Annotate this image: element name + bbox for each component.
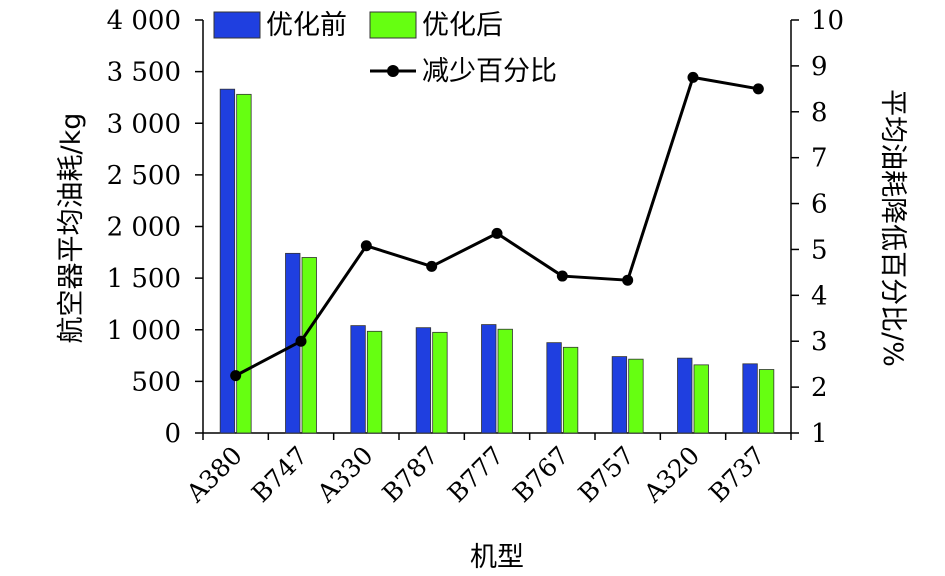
x-tick-label: B757 [573, 441, 640, 508]
y-axis-label: 航空器平均油耗/kg [56, 113, 87, 344]
x-tick-label: A320 [638, 441, 706, 509]
y2-tick-label: 6 [811, 190, 828, 220]
axes [195, 19, 799, 440]
y-tick-label: 500 [131, 367, 181, 397]
x-tick-label: B737 [703, 441, 770, 508]
bar-after [236, 93, 252, 434]
y2-tick-label: 4 [811, 281, 828, 311]
reduction-point [426, 260, 438, 272]
legend-marker-reduction [387, 65, 399, 77]
bar-after [497, 328, 513, 434]
reduction-point [752, 83, 764, 95]
y2-tick-label: 7 [811, 144, 828, 174]
bar-before [219, 88, 236, 434]
bar-before [546, 342, 562, 434]
y-tick-label: 1 500 [107, 264, 181, 294]
y2-axis-label: 平均油耗降低百分比/% [877, 89, 908, 367]
legend: 优化前 优化后 减少百分比 [213, 10, 557, 87]
legend-swatch-after [369, 11, 417, 39]
reduction-point [491, 227, 503, 239]
bar-before [415, 327, 432, 434]
y-tick-label: 0 [164, 419, 181, 449]
y-tick-label: 1 000 [107, 316, 181, 346]
y2-tick-label: 1 [811, 419, 828, 449]
y-tick-label: 4 000 [107, 6, 181, 36]
x-axis-label: 机型 [470, 542, 524, 573]
bar-before [677, 357, 693, 434]
line-series [230, 71, 764, 382]
x-tick-label: B777 [442, 441, 509, 508]
x-tick-label: B747 [246, 441, 313, 508]
y-tick-label: 2 000 [107, 213, 181, 243]
reduction-point [622, 274, 634, 286]
bar-before [350, 325, 366, 434]
bar-after [693, 364, 709, 434]
y2-tick-label: 3 [811, 327, 828, 357]
y2-tick-label: 10 [811, 6, 844, 36]
reduction-point [556, 270, 568, 282]
legend-label-reduction: 减少百分比 [422, 56, 557, 87]
reduction-point [687, 71, 699, 83]
bar-after [366, 330, 383, 434]
reduction-point [230, 370, 242, 382]
reduction-point [295, 335, 307, 347]
y-tick-label: 3 000 [107, 109, 181, 139]
bar-after [562, 346, 579, 434]
y-tick-label: 3 500 [107, 58, 181, 88]
y2-tick-label: 8 [811, 98, 828, 128]
y2-tick-label: 2 [811, 373, 828, 403]
legend-swatch-before [213, 11, 261, 39]
x-tick-label: A380 [180, 441, 248, 509]
x-tick-label: B787 [377, 441, 444, 508]
bar-before [742, 363, 758, 434]
legend-label-before: 优化前 [266, 10, 347, 41]
legend-label-after: 优化后 [422, 10, 503, 41]
bar-after [758, 369, 775, 434]
reduction-point [360, 240, 372, 252]
x-tick-label: B767 [507, 441, 574, 508]
bars [219, 88, 775, 434]
y-tick-label: 2 500 [107, 161, 181, 191]
y2-tick-label: 9 [811, 52, 828, 82]
bar-before [481, 324, 497, 434]
bar-after [628, 358, 644, 434]
bar-after [432, 331, 448, 434]
y2-tick-label: 5 [811, 235, 828, 265]
bar-before [611, 356, 628, 434]
x-tick-label: A330 [311, 441, 379, 509]
